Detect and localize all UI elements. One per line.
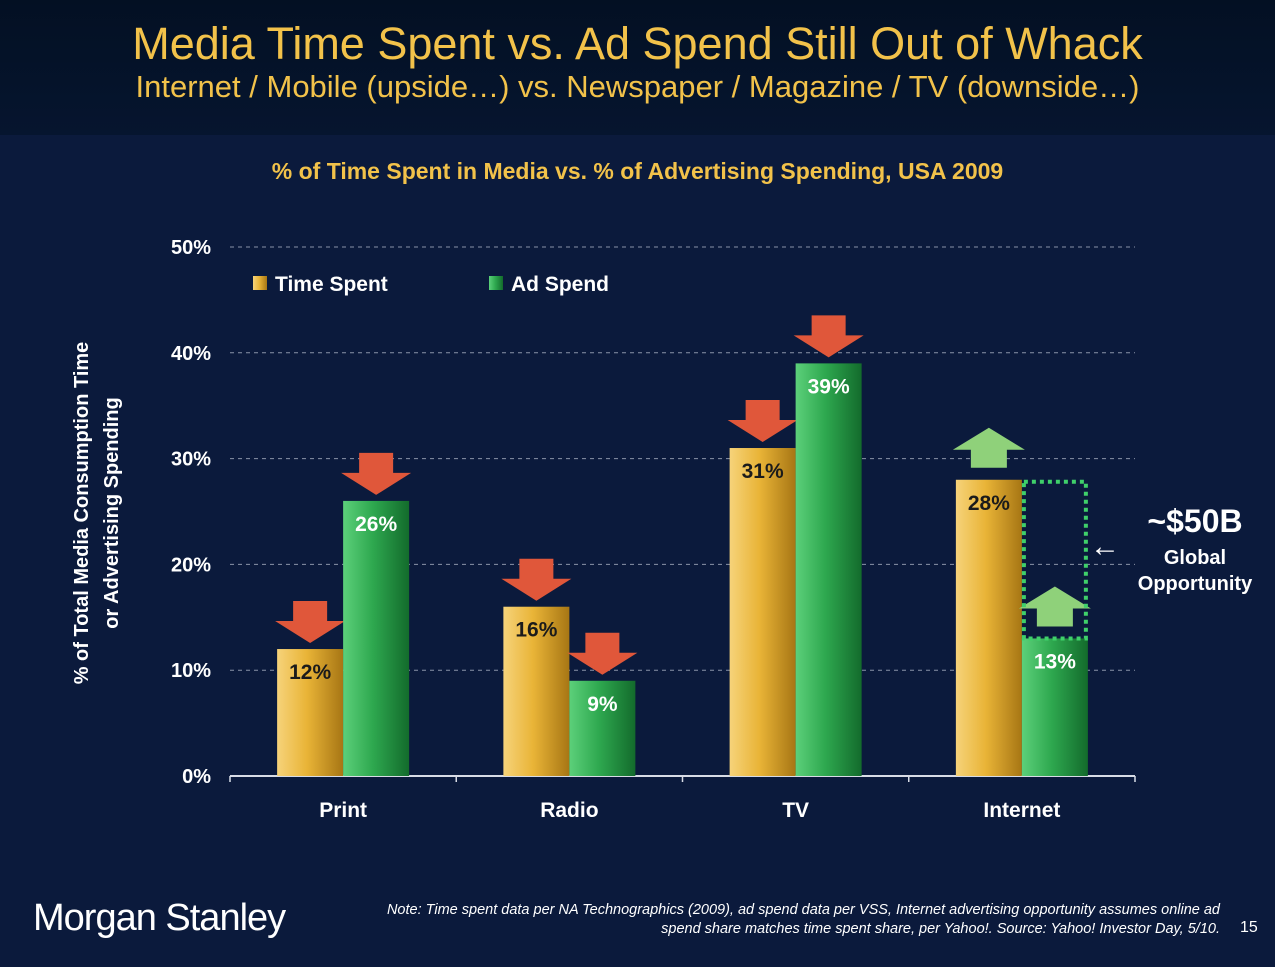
bar-time-spent xyxy=(955,479,1022,776)
data-labels: 12% 26% 16% 9% 31% 39% 28% 13% xyxy=(289,375,1076,715)
up-arrow-icon xyxy=(952,427,1025,468)
x-tick-label: Internet xyxy=(983,799,1060,822)
down-arrow-icon xyxy=(793,315,864,358)
x-tick-label: Print xyxy=(319,799,367,822)
left-arrow-icon: ← xyxy=(1090,530,1120,563)
bar-time-spent xyxy=(729,448,796,776)
y-tick-label: 40% xyxy=(171,343,211,365)
data-label: 9% xyxy=(587,693,618,716)
data-label: 13% xyxy=(1034,650,1076,673)
bar-ad-spend xyxy=(343,500,410,776)
morgan-stanley-logo: Morgan Stanley xyxy=(33,897,286,939)
opportunity-amount: ~$50B xyxy=(1147,503,1243,539)
down-arrow-icon xyxy=(275,601,346,644)
legend-label: Time Spent xyxy=(275,273,388,296)
slide-title: Media Time Spent vs. Ad Spend Still Out … xyxy=(132,18,1143,69)
bars xyxy=(275,315,1091,776)
legend-swatch xyxy=(489,276,503,290)
header-band: Media Time Spent vs. Ad Spend Still Out … xyxy=(0,0,1275,135)
legend-label: Ad Spend xyxy=(511,273,609,296)
x-tick-label: TV xyxy=(782,799,809,822)
bar-ad-spend xyxy=(1021,638,1088,776)
down-arrow-icon xyxy=(501,558,572,601)
bar-ad-spend xyxy=(795,363,862,776)
down-arrow-icon xyxy=(727,400,798,443)
opportunity-text-line-2: Opportunity xyxy=(1137,573,1253,595)
page-number: 15 xyxy=(1240,919,1258,936)
footnote-line-2: spend share matches time spent share, pe… xyxy=(661,921,1220,937)
opportunity-text-line-1: Global xyxy=(1163,547,1227,569)
slide-subtitle: Internet / Mobile (upside…) vs. Newspape… xyxy=(135,69,1140,104)
legend-swatch xyxy=(253,276,267,290)
data-label: 28% xyxy=(968,492,1010,515)
footnote-line-1: Note: Time spent data per NA Technograph… xyxy=(386,902,1220,918)
footnote: Note: Time spent data per NA Technograph… xyxy=(282,901,1220,939)
bar-time-spent xyxy=(277,649,344,776)
y-tick-label: 30% xyxy=(171,449,211,471)
y-tick-label: 0% xyxy=(182,766,211,788)
bar-ad-spend xyxy=(569,680,636,776)
bar-time-spent xyxy=(503,606,570,776)
x-tick-label: Radio xyxy=(540,799,598,822)
y-tick-label: 50% xyxy=(171,237,211,259)
down-arrow-icon xyxy=(341,452,412,495)
down-arrow-icon xyxy=(567,632,638,675)
up-arrow-icon xyxy=(1018,586,1091,627)
y-tick-label: 20% xyxy=(171,554,211,576)
opportunity-gap-box xyxy=(1021,479,1088,641)
data-label: 16% xyxy=(515,619,557,642)
y-tick-label: 10% xyxy=(171,660,211,682)
chart-title: % of Time Spent in Media vs. % of Advert… xyxy=(271,158,1004,184)
opportunity-text: Global Opportunity xyxy=(1120,545,1270,597)
data-label: 26% xyxy=(355,513,397,536)
legend: Time Spent Ad Spend xyxy=(253,273,609,296)
data-label: 39% xyxy=(808,375,850,398)
data-label: 12% xyxy=(289,661,331,684)
data-label: 31% xyxy=(742,460,784,483)
